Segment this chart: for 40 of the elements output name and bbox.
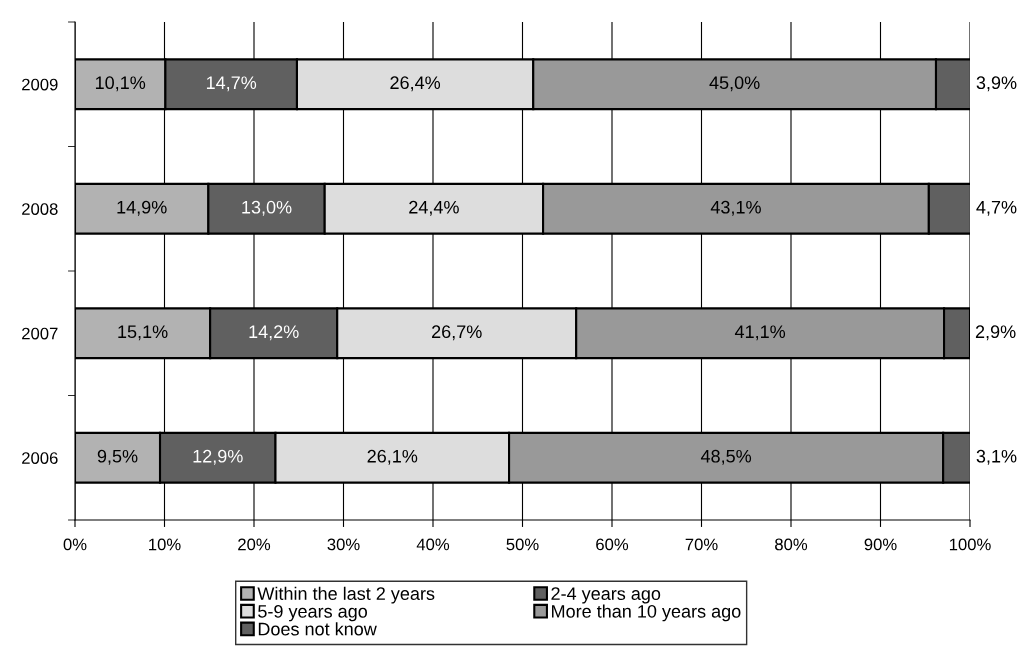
data-label: 24,4% <box>409 200 459 216</box>
data-label: 41,1% <box>734 325 786 341</box>
data-label: 2,9% <box>975 325 1016 341</box>
legend-label: Within the last 2 years <box>257 586 435 604</box>
x-tick-label: 70% <box>685 538 718 551</box>
data-label: 26,1% <box>367 449 418 465</box>
data-label: 15,1% <box>118 325 168 341</box>
data-label: 13,0% <box>242 200 292 216</box>
data-label: 48,5% <box>700 449 752 465</box>
x-tick-label: 50% <box>506 538 539 551</box>
data-label: 14,9% <box>117 200 167 216</box>
x-tick-label: 10% <box>149 538 181 551</box>
x-tick-label: 0% <box>63 538 87 551</box>
x-tick-label: 80% <box>775 538 808 551</box>
y-tick-label: 2008 <box>22 203 58 215</box>
data-label: 12,9% <box>193 449 243 465</box>
data-label: 4,7% <box>976 200 1017 216</box>
data-label: 26,7% <box>432 325 482 341</box>
legend-label: 5-9 years ago <box>258 604 368 622</box>
data-label: 14,2% <box>249 325 299 341</box>
y-tick-label: 2007 <box>22 327 58 340</box>
data-label: 3,9% <box>976 76 1017 92</box>
legend-label: 2-4 years ago <box>551 587 661 604</box>
y-tick-label: 2009 <box>22 78 58 91</box>
legend-label: More than 10 years ago <box>552 604 741 622</box>
x-tick-label: 20% <box>238 538 271 551</box>
data-label: 26,4% <box>390 76 441 92</box>
x-tick-label: 100% <box>949 538 991 551</box>
data-label: 3,1% <box>976 449 1017 465</box>
x-tick-label: 60% <box>596 538 629 551</box>
data-label: 14,7% <box>206 76 257 92</box>
data-label: 10,1% <box>95 76 146 92</box>
data-label: 9,5% <box>97 449 138 465</box>
x-tick-label: 40% <box>416 538 450 551</box>
x-tick-label: 30% <box>327 538 360 551</box>
data-label: 43,1% <box>710 200 761 216</box>
legend-label: Does not know <box>258 622 377 636</box>
data-label: 45,0% <box>709 76 760 92</box>
y-tick-label: 2006 <box>22 452 58 464</box>
x-tick-label: 90% <box>864 538 897 551</box>
